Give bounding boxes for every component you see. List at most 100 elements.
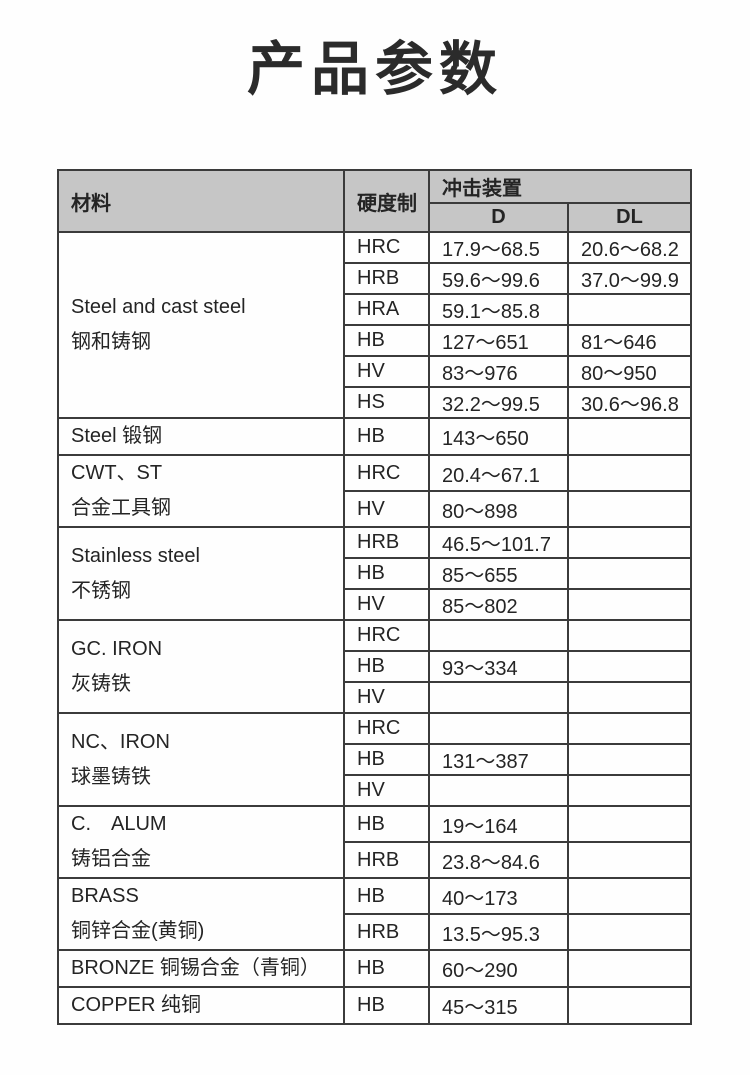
dl-range-cell xyxy=(567,986,692,1026)
table-row: C. ALUM 铸铝合金 HB 19～164 xyxy=(57,805,692,880)
d-range-cell: 85～802 xyxy=(428,588,569,622)
parameters-table: 材料 硬度制 冲击装置 D DL Steel and cast steel 钢和铸… xyxy=(57,169,692,1026)
d-range-cell: 17.9～68.5 xyxy=(428,231,569,265)
material-line: 球墨铸铁 xyxy=(71,765,151,788)
table-row: CWT、ST 合金工具钢 HRC 20.4～67.1 xyxy=(57,454,692,529)
table-row: HB 131～387 xyxy=(58,743,692,777)
material-cell: Steel and cast steel 钢和铸钢 xyxy=(57,231,345,420)
scale-cell: HB xyxy=(343,949,430,989)
material-cell: BRONZE 铜锡合金（青铜） xyxy=(57,949,345,989)
d-range-cell: 83～976 xyxy=(428,355,569,389)
material-line: GC. IRON xyxy=(71,637,163,660)
dl-range-cell xyxy=(567,913,692,952)
d-range-cell: 45～315 xyxy=(428,986,569,1026)
table-row: Steel and cast steel 钢和铸钢 HRC 17.9～68.5 20.6… xyxy=(57,231,692,420)
scale-cell: HRB xyxy=(343,913,430,952)
material-line: Stainless steel xyxy=(71,544,200,567)
table-row: HB 127～651 81～646 xyxy=(58,324,692,358)
dl-column-header: DL xyxy=(567,202,692,234)
table-row: GC. IRON 灰铸铁 HRC xyxy=(57,619,692,715)
scale-cell: HB xyxy=(343,557,430,591)
scale-cell: HB xyxy=(343,417,430,457)
table-row: HV 85～802 xyxy=(58,588,692,622)
d-range-cell xyxy=(428,681,569,715)
page-title: 产品参数 xyxy=(246,37,503,102)
material-line: BRONZE 铜锡合金（青铜） xyxy=(71,957,320,980)
dl-range-cell xyxy=(567,454,692,493)
scale-cell: HV xyxy=(343,355,430,389)
material-line: CWT、ST xyxy=(71,462,163,485)
impact-device-header: 冲击装置 xyxy=(428,169,692,205)
material-cell: CWT、ST 合金工具钢 xyxy=(57,454,345,529)
material-cell: Stainless steel 不锈钢 xyxy=(57,526,345,622)
material-cell: COPPER 纯铜 xyxy=(57,986,345,1026)
scale-cell: HRC xyxy=(343,619,430,653)
table-header: 材料 硬度制 冲击装置 D DL xyxy=(57,169,692,234)
material-cell: BRASS 铜锌合金(黄铜) xyxy=(57,877,345,952)
scale-cell: HB xyxy=(343,986,430,1026)
header-row-sub: D DL xyxy=(58,202,692,234)
material-line: COPPER 纯铜 xyxy=(71,994,202,1017)
table-row: HRB 23.8～84.6 xyxy=(58,841,692,880)
table-row: HRB 13.5～95.3 xyxy=(58,913,692,952)
dl-range-cell: 81～646 xyxy=(567,324,692,358)
scale-cell: HB xyxy=(343,877,430,916)
dl-range-cell xyxy=(567,619,692,653)
material-line: Steel 锻钢 xyxy=(71,425,163,448)
table-row: HV 80～898 xyxy=(58,490,692,529)
d-range-cell: 59.1～85.8 xyxy=(428,293,569,327)
material-cell: GC. IRON 灰铸铁 xyxy=(57,619,345,715)
d-range-cell: 131～387 xyxy=(428,743,569,777)
scale-cell: HRC xyxy=(343,712,430,746)
d-range-cell: 46.5～101.7 xyxy=(428,526,569,560)
dl-range-cell xyxy=(567,681,692,715)
dl-range-cell xyxy=(567,588,692,622)
table-row: HB 93～334 xyxy=(58,650,692,684)
table-row: HV xyxy=(58,681,692,715)
material-cell: C. ALUM 铸铝合金 xyxy=(57,805,345,880)
material-line: 铜锌合金(黄铜) xyxy=(71,920,205,943)
scale-cell: HRB xyxy=(343,841,430,880)
d-range-cell: 19～164 xyxy=(428,805,569,844)
scale-cell: HV xyxy=(343,774,430,808)
dl-range-cell xyxy=(567,774,692,808)
table-row: HB 85～655 xyxy=(58,557,692,591)
material-line: 合金工具钢 xyxy=(71,497,171,520)
d-range-cell: 127～651 xyxy=(428,324,569,358)
material-line: 不锈钢 xyxy=(71,579,131,602)
scale-cell: HRB xyxy=(343,262,430,296)
scale-cell: HB xyxy=(343,805,430,844)
d-column-header: D xyxy=(428,202,569,234)
dl-range-cell xyxy=(567,490,692,529)
table-row: COPPER 纯铜 HB 45～315 xyxy=(57,986,692,1026)
d-range-cell: 85～655 xyxy=(428,557,569,591)
scale-cell: HS xyxy=(343,386,430,420)
table-row: Steel 锻钢 HB 143～650 xyxy=(57,417,692,457)
scale-column-header: 硬度制 xyxy=(343,169,430,234)
dl-range-cell xyxy=(567,877,692,916)
d-range-cell xyxy=(428,619,569,653)
table-row: HRA 59.1～85.8 xyxy=(58,293,692,327)
dl-range-cell xyxy=(567,743,692,777)
scale-cell: HB xyxy=(343,650,430,684)
scale-cell: HB xyxy=(343,324,430,358)
table-body: Steel and cast steel 钢和铸钢 HRC 17.9～68.5 20.6… xyxy=(57,231,692,1026)
d-range-cell: 40～173 xyxy=(428,877,569,916)
table-row: Stainless steel 不锈钢 HRB 46.5～101.7 xyxy=(57,526,692,622)
d-range-cell: 93～334 xyxy=(428,650,569,684)
material-cell: Steel 锻钢 xyxy=(57,417,345,457)
header-row-main: 材料 硬度制 冲击装置 xyxy=(57,169,692,234)
dl-range-cell xyxy=(567,650,692,684)
dl-range-cell xyxy=(567,805,692,844)
table-row: NC、IRON 球墨铸铁 HRC xyxy=(57,712,692,808)
scale-cell: HV xyxy=(343,490,430,529)
dl-range-cell: 80～950 xyxy=(567,355,692,389)
d-range-cell xyxy=(428,774,569,808)
table-row: BRONZE 铜锡合金（青铜） HB 60～290 xyxy=(57,949,692,989)
dl-range-cell: 30.6～96.8 xyxy=(567,386,692,420)
material-line: BRASS xyxy=(71,885,139,908)
d-range-cell: 80～898 xyxy=(428,490,569,529)
table-row: HV 83～976 80～950 xyxy=(58,355,692,389)
scale-cell: HRC xyxy=(343,231,430,265)
